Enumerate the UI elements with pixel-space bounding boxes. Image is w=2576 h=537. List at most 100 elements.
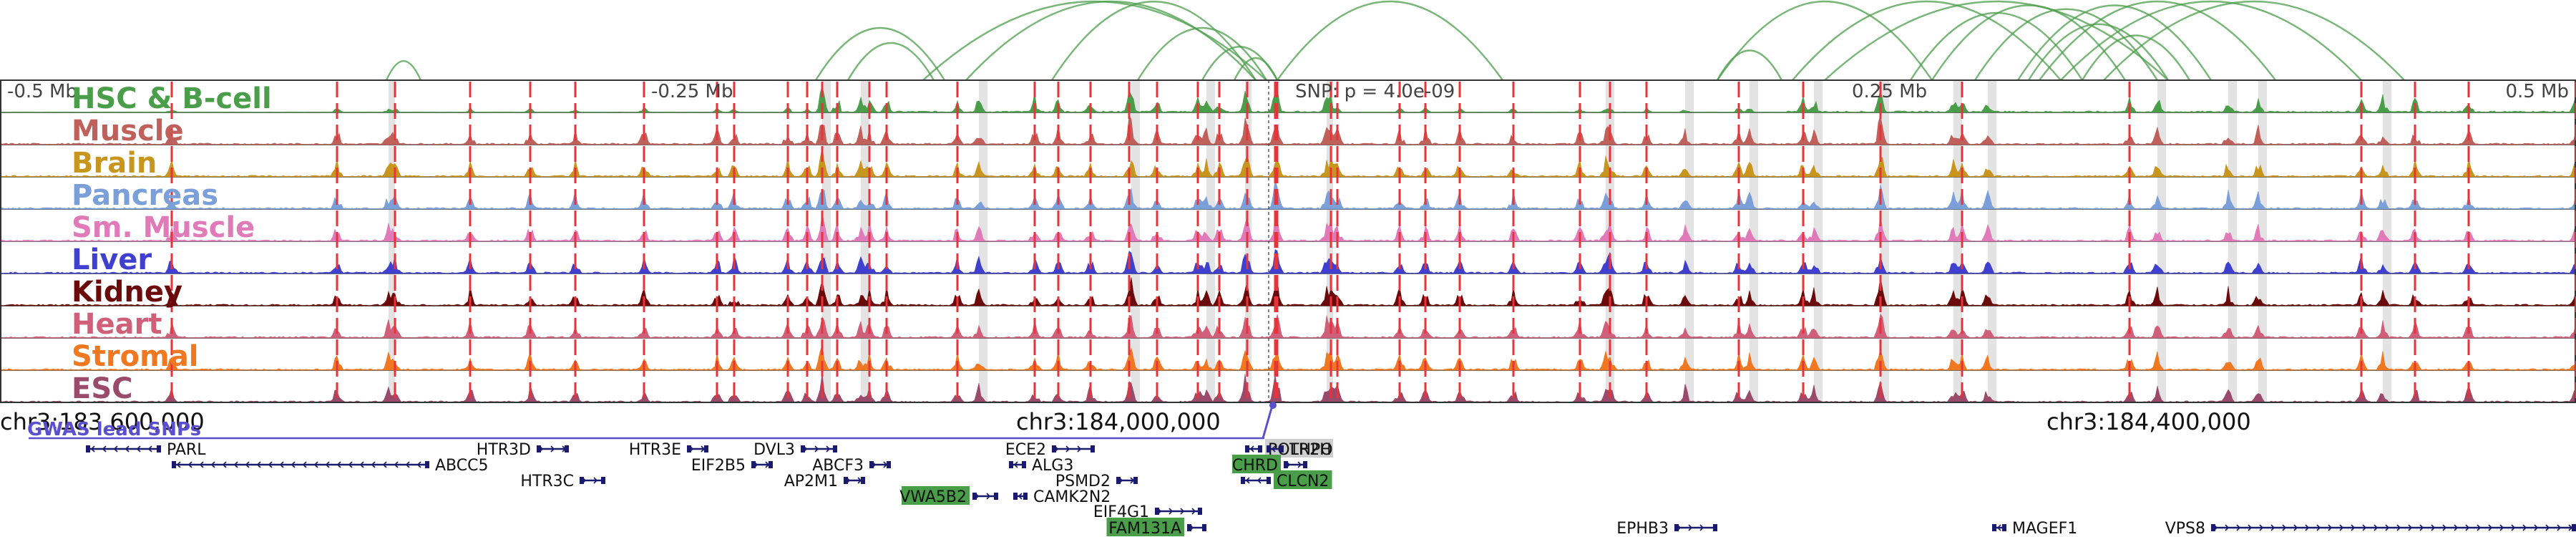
exon — [1303, 461, 1307, 468]
gene-dvl3: DVL3 — [753, 441, 837, 459]
strand-arrow — [382, 461, 387, 468]
strand-arrow — [405, 461, 410, 468]
gene-htr3d: HTR3D — [477, 441, 569, 459]
gene-label: CLCN2 — [1277, 473, 1329, 490]
exon — [861, 477, 865, 484]
exon — [844, 477, 848, 484]
loop-arc — [2081, 34, 2191, 81]
strand-arrow — [2248, 524, 2253, 531]
strand-arrow — [2511, 524, 2516, 531]
exon — [869, 461, 874, 468]
snp-annotation: SNP: p = 4.0e-09 — [1295, 81, 1455, 102]
gene-fam131a: FAM131A — [1106, 518, 1206, 537]
exon — [1198, 508, 1202, 515]
position-axis: -0.5 Mb -0.25 Mb SNP: p = 4.0e-09 0.25 M… — [7, 81, 2569, 102]
gene-eif2b5: EIF2B5 — [691, 457, 773, 475]
strand-arrow — [233, 461, 238, 468]
signal-kidney — [0, 276, 2576, 306]
strand-arrow — [2442, 524, 2447, 531]
strand-arrow — [2431, 524, 2436, 531]
gene-htr3e: HTR3E — [629, 441, 708, 459]
exon — [1009, 461, 1013, 468]
loop-arc — [965, 0, 1257, 81]
coord-label-left: chr3:183,600,000 — [0, 408, 205, 435]
exon — [994, 493, 998, 500]
gene-parl: PARL — [86, 441, 206, 459]
gene-ephb3: EPHB3 — [1616, 520, 1717, 537]
gene-vps8: VPS8 — [2165, 520, 2576, 537]
exon — [1279, 445, 1284, 453]
strand-arrow — [2225, 524, 2230, 531]
gene-label: DVL3 — [753, 441, 795, 459]
loop-arc — [1050, 1, 1257, 81]
gene-label: PSMD2 — [1055, 473, 1111, 490]
gene-label: CAMK2N2 — [1033, 488, 1111, 506]
tick-label-plus-half: 0.5 Mb — [2505, 81, 2569, 102]
exon — [1713, 524, 1717, 531]
strand-arrow — [291, 461, 296, 468]
strand-arrow — [176, 461, 181, 468]
strand-arrow — [187, 461, 192, 468]
exon — [1052, 445, 1056, 453]
strand-arrow — [2385, 524, 2390, 531]
track-label-liver: Liver — [72, 243, 152, 276]
loop-arc — [2027, 23, 2170, 81]
exon — [1258, 445, 1262, 453]
gene-label: AP2M1 — [784, 473, 838, 490]
exon — [1091, 445, 1095, 453]
tick-label-minus-half: -0.5 Mb — [7, 81, 77, 102]
coord-label-center: chr3:184,000,000 — [1016, 408, 1221, 435]
snp-highlight-lines — [170, 82, 2576, 402]
exon — [601, 477, 605, 484]
strand-arrow — [1249, 445, 1254, 453]
strand-arrow — [2236, 524, 2241, 531]
gene-label: VWA5B2 — [899, 488, 967, 506]
strand-arrow — [313, 461, 318, 468]
signal-hsc-b-cell — [0, 85, 2576, 113]
strand-arrow — [2282, 524, 2287, 531]
gene-thpo: THPO — [1267, 441, 1333, 459]
gene-label: ALG3 — [1032, 457, 1073, 475]
strand-arrow — [2499, 524, 2504, 531]
track-label-kidney: Kidney — [72, 276, 182, 309]
strand-arrow — [2259, 524, 2264, 531]
gene-label: HTR3E — [629, 441, 681, 459]
track-label-muscle: Muscle — [72, 115, 184, 147]
strand-arrow — [814, 445, 819, 453]
exon — [769, 461, 773, 468]
exon — [537, 445, 541, 453]
strand-arrow — [2316, 524, 2321, 531]
strand-arrow — [1245, 477, 1250, 484]
exon — [1202, 524, 1206, 531]
gene-magef1: MAGEF1 — [1992, 520, 2077, 537]
exon — [157, 445, 161, 453]
signal-brain — [0, 147, 2576, 178]
loop-arc — [2060, 0, 2362, 81]
gene-abcc5: ABCC5 — [172, 457, 488, 475]
strand-arrow — [2362, 524, 2367, 531]
strand-arrow — [593, 477, 598, 484]
exon — [1992, 524, 1996, 531]
strand-arrow — [1257, 477, 1262, 484]
loop-arc — [1974, 8, 2159, 81]
exon — [1022, 461, 1026, 468]
exon — [751, 461, 756, 468]
strand-arrow — [210, 461, 215, 468]
strand-arrow — [2293, 524, 2298, 531]
track-label-heart: Heart — [72, 308, 162, 341]
gene-label-highlight — [1106, 518, 1184, 536]
signal-pancreas — [0, 179, 2576, 210]
gene-ap2m1: AP2M1 — [784, 473, 865, 490]
gene-label: VPS8 — [2165, 520, 2205, 537]
strand-arrow — [2465, 524, 2470, 531]
strand-arrow — [1018, 493, 1023, 500]
strand-arrow — [2488, 524, 2493, 531]
exon — [1241, 477, 1245, 484]
exon — [833, 445, 837, 453]
strand-arrow — [359, 461, 364, 468]
strand-arrow — [550, 445, 555, 453]
exon — [1023, 493, 1028, 500]
signal-heart — [0, 313, 2576, 339]
